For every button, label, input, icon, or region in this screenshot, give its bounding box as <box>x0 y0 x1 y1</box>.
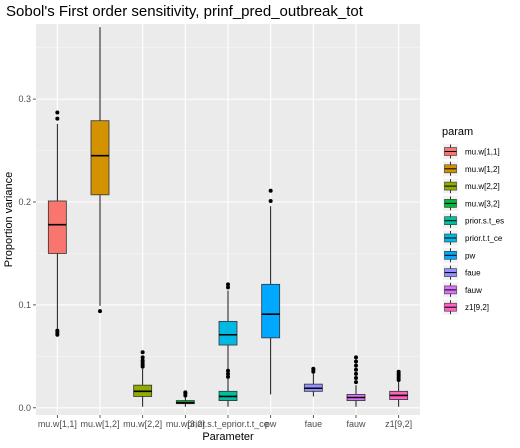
outlier-point <box>98 309 102 314</box>
y-axis-title: Proportion variance <box>3 172 15 267</box>
box-faue <box>303 366 323 397</box>
box-iqr <box>90 120 110 196</box>
x-axis-title: Parameter <box>202 431 254 443</box>
outlier-point <box>268 198 273 203</box>
box-fauw <box>346 355 366 407</box>
legend-title: param <box>442 126 473 138</box>
box-mu.w[2,2] <box>133 350 153 407</box>
y-axis: 0.0 0.1 0.2 0.3 <box>18 94 36 413</box>
outlier-point <box>226 282 230 287</box>
x-tick-label: mu.w[2,2] <box>123 419 162 429</box>
x-tick-label: mu.w[3,2] <box>166 419 205 429</box>
legend-item: pw <box>443 247 475 263</box>
outlier-point <box>268 188 273 193</box>
box-z1[9,2] <box>389 369 409 407</box>
y-tick-label: 0.3 <box>18 94 31 104</box>
legend: param mu.w[1,1] mu.w[1,2] mu.w[2,2] mu.w[3,… <box>442 126 504 315</box>
legend-label: mu.w[1,2] <box>465 165 500 174</box>
x-tick-label: z1[9,2] <box>385 419 412 429</box>
x-tick-label: mu.w[1,2] <box>80 419 119 429</box>
outlier-point <box>396 369 401 374</box>
box-iqr <box>261 283 281 339</box>
legend-item: mu.w[3,2] <box>443 195 500 211</box>
box-iqr <box>218 320 238 346</box>
legend-label: mu.w[1,1] <box>465 148 500 157</box>
legend-item: mu.w[1,1] <box>443 144 500 159</box>
legend-item: faue <box>443 265 481 281</box>
outlier-point <box>354 371 358 376</box>
outlier-point <box>226 374 230 379</box>
legend-item: mu.w[2,2] <box>443 178 500 194</box>
legend-label: pw <box>465 251 475 260</box>
outlier-point <box>55 328 60 333</box>
legend-label: mu.w[2,2] <box>465 182 500 191</box>
outlier-point <box>354 375 358 380</box>
legend-label: prior.s.t_es <box>465 217 504 226</box>
legend-item: z1[9,2] <box>443 299 489 315</box>
y-tick-label: 0.2 <box>18 197 31 207</box>
x-tick-label: faue <box>305 419 323 429</box>
legend-label: prior.t.t_ce <box>465 234 503 243</box>
outlier-point <box>311 366 316 371</box>
legend-label: z1[9,2] <box>465 303 489 312</box>
outlier-point <box>140 358 145 363</box>
x-axis: mu.w[1,1] mu.w[1,2] mu.w[2,2] mu.w[3,2]prio… <box>38 415 412 429</box>
boxplot-series <box>47 27 409 407</box>
y-tick-label: 0.1 <box>18 300 31 310</box>
legend-item: fauw <box>443 282 482 298</box>
outlier-point <box>140 355 145 360</box>
legend-label: fauw <box>465 286 482 295</box>
outlier-point <box>354 367 358 372</box>
box-mu.w[3,2] <box>175 390 195 407</box>
outlier-point <box>140 350 145 355</box>
legend-item: mu.w[1,2] <box>443 161 500 177</box>
outlier-point <box>226 371 230 376</box>
chart-title: Sobol's First order sensitivity, prinf_p… <box>6 3 364 20</box>
legend-label: faue <box>465 269 481 278</box>
x-tick-label: pw <box>265 419 277 429</box>
box-mu.w[1,1] <box>47 110 67 337</box>
legend-item: prior.s.t_es <box>443 213 504 229</box>
box-mu.w[1,2] <box>90 27 110 314</box>
outlier-point <box>354 355 358 360</box>
box-pw <box>261 188 281 395</box>
legend-item: prior.t.t_ce <box>443 230 503 246</box>
outlier-point <box>354 363 358 368</box>
box-iqr <box>47 200 67 254</box>
y-tick-label: 0.0 <box>18 403 31 413</box>
outlier-point <box>183 390 188 395</box>
outlier-point <box>55 116 60 121</box>
x-tick-label: mu.w[1,1] <box>38 419 77 429</box>
outlier-point <box>55 110 60 115</box>
outlier-point <box>354 380 358 385</box>
box-prior.t.t_ce <box>218 282 238 372</box>
x-tick-label: prior.s.t_eprior.t.t_ce <box>187 419 269 429</box>
x-tick-label: fauw <box>346 419 366 429</box>
legend-label: mu.w[3,2] <box>465 199 500 208</box>
outlier-point <box>226 285 230 290</box>
outlier-point <box>354 359 358 364</box>
